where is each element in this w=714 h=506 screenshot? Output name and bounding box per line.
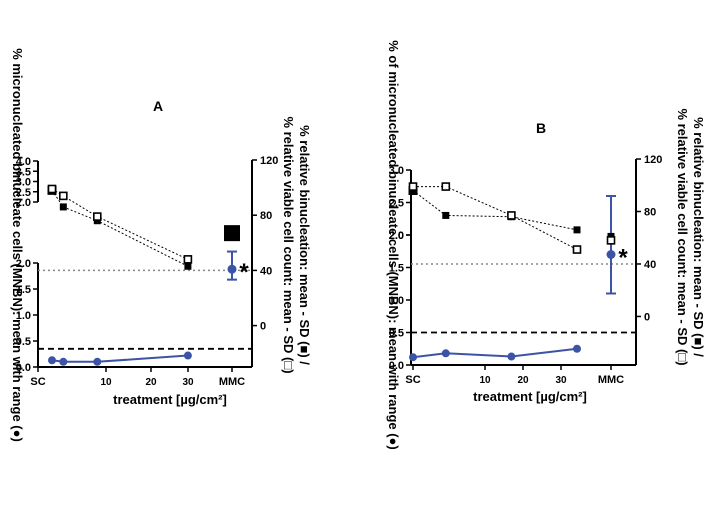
mnbn-point	[441, 349, 450, 358]
rel-binucleation-line	[412, 190, 578, 231]
rel-binucleation-point	[442, 211, 450, 219]
x-tick-label: MMC	[219, 376, 245, 388]
left-tick-label: 0.5	[16, 336, 31, 348]
right-tick-label: 120	[644, 154, 662, 166]
left-tick-label: 2.0	[389, 230, 404, 242]
x-tick-label: 10	[100, 377, 112, 388]
left-tick-label: 2.0	[16, 258, 31, 270]
left-tick-label: 2.0	[16, 197, 31, 209]
x-tick-label: MMC	[598, 374, 624, 386]
right-tick-label: 120	[260, 155, 278, 167]
x-axis-title: treatment [µg/cm²]	[113, 392, 227, 407]
left-tick-label: 3.0	[16, 177, 31, 189]
mmc-mnbn-point	[606, 250, 616, 259]
rel-viable-count-line	[413, 186, 578, 250]
left-tick-label: 0.5	[389, 328, 404, 340]
left-tick-label: 2.5	[389, 198, 404, 210]
significance-marker: *	[618, 245, 628, 272]
rel-viable-count-point	[59, 191, 68, 201]
left-tick-label: 0.0	[16, 362, 31, 374]
right-y-axis-title-line: % relative viable cell count: mean - SD …	[675, 108, 690, 365]
significance-marker: *	[239, 259, 249, 286]
panel-label: B	[536, 120, 546, 136]
mmc-rel-binucleation-point	[224, 225, 240, 242]
panel-label: A	[153, 98, 163, 114]
left-tick-label: 0.0	[389, 360, 404, 372]
mnbn-point	[48, 356, 56, 365]
right-tick-label: 80	[260, 210, 272, 222]
rel-viable-count-point	[93, 212, 102, 221]
x-tick-label: SC	[405, 374, 420, 386]
right-y-axis-title-line: % relative viable cell count: mean - SD …	[281, 116, 296, 373]
rel-viable-count-point	[572, 245, 582, 254]
x-tick-label: 20	[145, 377, 157, 388]
mnbn-point	[573, 344, 581, 353]
right-y-axis-title-line: % relative binucleation: mean - SD (■) /	[297, 125, 312, 365]
right-tick-label: 0	[260, 321, 266, 333]
left-tick-label: 2.5	[16, 187, 31, 199]
mmc-mnbn-point	[227, 264, 237, 274]
rel-viable-count-point	[47, 184, 57, 194]
rel-binucleation-point	[184, 262, 192, 270]
rel-viable-count-line	[51, 188, 189, 260]
right-y-axis-title-line: % relative binucleation: mean - SD (■) /	[691, 117, 706, 357]
x-axis-title: treatment [µg/cm²]	[473, 389, 587, 404]
left-tick-label: 3.5	[16, 166, 31, 178]
mmc-rel-viable-count-point	[606, 236, 616, 245]
rel-viable-count-point	[183, 255, 193, 264]
x-tick-label: 10	[479, 375, 491, 386]
left-tick-label: 3.0	[389, 165, 404, 177]
mnbn-point	[507, 352, 516, 361]
rel-binucleation-point	[59, 203, 67, 211]
right-tick-label: 40	[260, 265, 272, 277]
rel-viable-count-point	[441, 182, 451, 191]
right-tick-label: 80	[644, 206, 656, 218]
x-tick-label: 30	[182, 377, 194, 388]
left-tick-label: 1.5	[16, 284, 31, 296]
mnbn-point	[409, 353, 417, 362]
x-tick-label: SC	[30, 376, 45, 388]
panel-a: A0.00.51.01.52.02.02.53.03.54.004080120S…	[10, 48, 312, 442]
rel-viable-count-point	[408, 182, 418, 191]
right-tick-label: 0	[644, 311, 650, 323]
mnbn-point	[183, 351, 192, 360]
x-tick-label: 20	[517, 375, 529, 386]
left-tick-label: 1.5	[389, 263, 404, 275]
right-tick-label: 40	[644, 259, 656, 271]
mnbn-line	[51, 354, 188, 363]
rel-binucleation-point	[573, 226, 581, 234]
x-tick-label: 30	[555, 375, 567, 386]
left-tick-label: 1.0	[16, 310, 31, 322]
left-y-axis-title: % of micronucleated binucleate cells (MN…	[386, 40, 401, 449]
mnbn-line	[412, 347, 578, 359]
left-tick-label: 2.0	[389, 230, 404, 242]
left-tick-label: 1.0	[389, 295, 404, 307]
rel-viable-count-point	[507, 211, 516, 220]
mnbn-point	[59, 357, 68, 366]
left-tick-label: 4.0	[16, 156, 31, 168]
mnbn-point	[93, 357, 102, 366]
left-y-axis-title: % micronucleated binucleate cells (MNBN)…	[10, 48, 25, 442]
